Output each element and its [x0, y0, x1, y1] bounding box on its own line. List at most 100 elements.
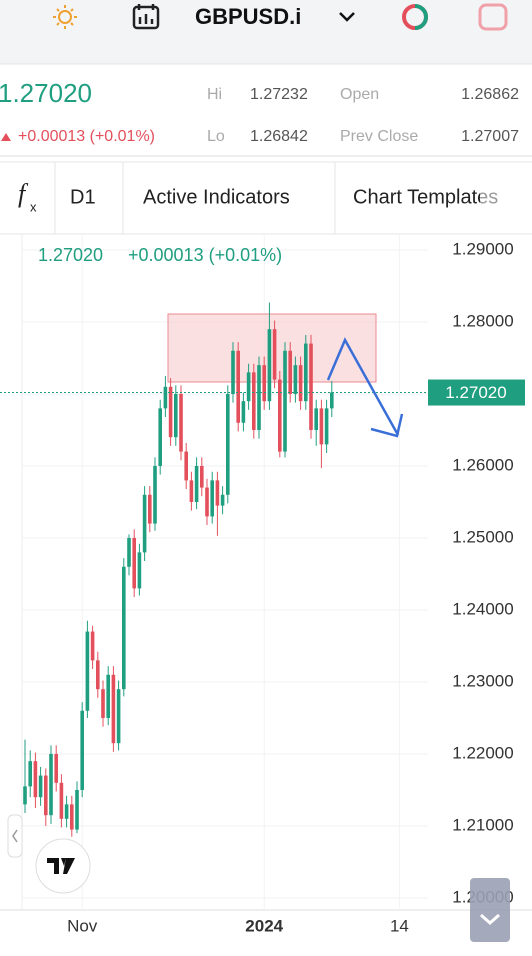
candle-body [70, 804, 74, 830]
candle-body [210, 480, 214, 517]
hi-label: Hi [207, 86, 222, 103]
candle-body [38, 775, 43, 798]
candle-body [90, 631, 95, 661]
y-tick-label: 1.26000 [452, 455, 513, 474]
candle-body [85, 631, 90, 711]
candle-body [319, 408, 324, 445]
last-price-label: 1.27020 [445, 383, 506, 402]
arrow-head [370, 413, 404, 438]
candle-body [184, 451, 188, 481]
sun-rays [53, 5, 77, 29]
prev-close-value: 1.27007 [461, 128, 519, 145]
y-tick-label: 1.21000 [452, 815, 513, 834]
plot [0, 302, 428, 837]
theme-icon[interactable] [53, 5, 77, 29]
candle-body [236, 350, 240, 423]
candle-body [122, 566, 126, 690]
candle-body [59, 782, 64, 819]
candle-body [127, 537, 131, 567]
candle-body [272, 329, 277, 380]
y-tick-label: 1.23000 [452, 671, 513, 690]
templates-button[interactable]: Chart Templates [353, 186, 498, 208]
legend-change: +0.00013 (+0.01%) [128, 245, 282, 265]
y-tick-label: 1.29000 [452, 239, 513, 258]
fx-icon: f [18, 179, 29, 208]
down-arrow [1, 133, 11, 141]
candle-body [101, 689, 105, 718]
top-bar [0, 0, 532, 64]
candle-body [257, 365, 261, 430]
candle-body [142, 494, 147, 553]
candle-body [54, 753, 58, 783]
candle-body [179, 393, 183, 452]
calendar-icon[interactable] [132, 4, 160, 30]
candle-body [174, 393, 178, 438]
candle-body [200, 465, 204, 488]
candle-body [116, 689, 121, 744]
candle-body [75, 789, 79, 830]
candle-body [314, 408, 318, 430]
y-tick-label: 1.22000 [452, 743, 513, 762]
quote-price: 1.27020 [0, 78, 92, 108]
indicators-button[interactable]: Active Indicators [143, 186, 290, 208]
candle-body [283, 350, 287, 452]
candle-body [137, 552, 142, 589]
candle-body [246, 372, 251, 402]
candle-body [262, 365, 266, 402]
fx-icon-sub: x [30, 199, 37, 214]
tv-logo-mark [47, 858, 75, 874]
y-tick-label: 1.28000 [452, 311, 513, 330]
candle-body [194, 465, 199, 502]
candle-body [220, 494, 225, 506]
calendar-marks [137, 4, 155, 24]
lo-value: 1.26842 [250, 128, 308, 145]
lo-label: Lo [207, 128, 225, 145]
tv-logo[interactable] [35, 838, 91, 894]
x-tick-label: Nov [67, 916, 98, 935]
scroll-button[interactable] [470, 878, 510, 942]
symbol[interactable]: GBPUSD.i [195, 4, 301, 29]
layout-icon[interactable] [478, 3, 508, 31]
projection-arrow[interactable] [326, 337, 400, 436]
hi-value: 1.27232 [250, 86, 308, 103]
y-tick-label: 1.25000 [452, 527, 513, 546]
candle-body [324, 408, 329, 445]
candle-body [163, 386, 168, 409]
candle-body [28, 761, 32, 787]
prev-close-label: Prev Close [340, 128, 418, 145]
candle-body [153, 465, 157, 524]
y-tick-label: 1.24000 [452, 599, 513, 618]
chevron-down [480, 913, 500, 926]
candle-body [33, 761, 38, 798]
sun [58, 10, 72, 24]
symbol-dropdown[interactable] [339, 12, 355, 22]
ring-half [414, 4, 428, 30]
candle-body [241, 401, 246, 423]
candle-body [44, 775, 48, 816]
candle-body [267, 329, 272, 402]
open-label: Open [340, 86, 379, 103]
candle-body [168, 386, 173, 438]
resistance-zone[interactable] [167, 313, 377, 383]
collapse-handle[interactable] [7, 814, 23, 858]
candle-body [205, 487, 209, 517]
timeframe[interactable]: D1 [70, 186, 96, 208]
candle-body [96, 660, 100, 690]
x-tick-label: 14 [390, 916, 409, 935]
candle-body [330, 392, 334, 409]
candle-body [132, 537, 136, 589]
last-price-box [428, 379, 525, 406]
calendar-frame [132, 5, 160, 30]
legend-price: 1.27020 [38, 245, 103, 265]
candle-body [304, 343, 308, 402]
candle-body [80, 710, 84, 790]
indicator-button[interactable]: f x [18, 179, 37, 214]
candle-body [215, 480, 220, 506]
toolbar [0, 162, 532, 234]
trade-icon[interactable] [402, 4, 428, 30]
candle-body [23, 786, 27, 805]
quote-change: +0.00013 (+0.01%) [18, 128, 155, 145]
candle-body [189, 480, 194, 502]
